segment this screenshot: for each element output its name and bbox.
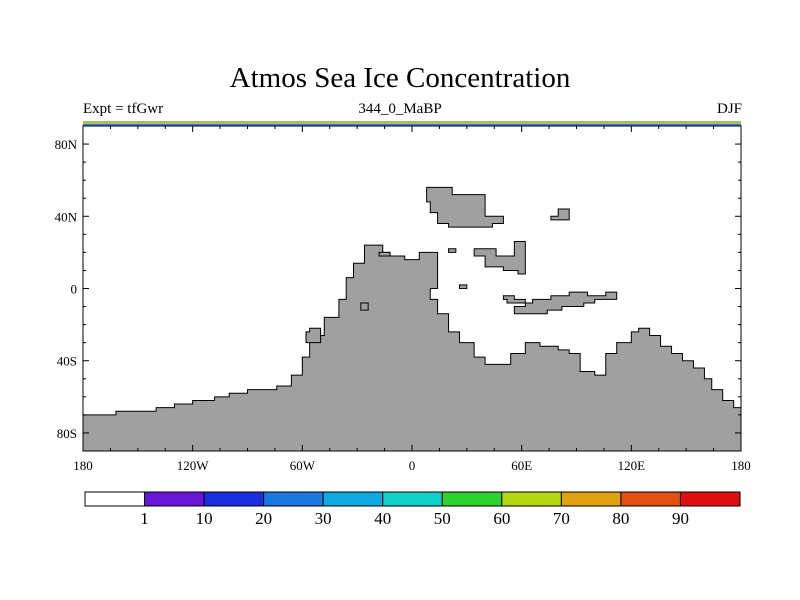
lon-tick-label: 60E <box>511 458 532 473</box>
colorbar-swatch-5 <box>382 491 443 507</box>
colorbar-swatch-1 <box>144 491 205 507</box>
lat-tick-label: 80N <box>55 137 78 152</box>
lon-tick-label: 180 <box>73 458 93 473</box>
colorbar-swatch-10 <box>679 491 741 507</box>
land-mass-8 <box>448 248 457 253</box>
land-layer <box>82 186 742 452</box>
colorbar-label: 10 <box>196 509 213 528</box>
lon-tick-label: 0 <box>409 458 416 473</box>
colorbar-label: 40 <box>374 509 391 528</box>
colorbar-swatch-7 <box>501 491 562 507</box>
plot-title: Atmos Sea Ice Concentration <box>229 62 571 94</box>
axis-ticks: 80N 40N 0 40S 80S 180 120W 60W 0 60E 120E 180 <box>55 126 751 473</box>
colorbar: 1 10 20 30 40 50 60 70 80 90 <box>84 491 741 528</box>
colorbar-swatch-4 <box>322 491 384 507</box>
lon-tick-label: 60W <box>290 458 316 473</box>
lat-tick-label: 40S <box>57 354 77 369</box>
colorbar-label: 70 <box>553 509 570 528</box>
colorbar-label: 80 <box>612 509 629 528</box>
colorbar-swatch-0 <box>84 491 146 507</box>
land-mass-1 <box>305 327 322 344</box>
colorbar-label: 50 <box>434 509 451 528</box>
lat-tick-label: 0 <box>71 282 78 297</box>
colorbar-label: 1 <box>140 509 149 528</box>
land-mass-0 <box>82 244 742 452</box>
top-edge-band-green <box>83 121 741 124</box>
colorbar-swatch-8 <box>560 491 622 507</box>
colorbar-label: 60 <box>493 509 510 528</box>
lat-tick-label: 80S <box>57 426 77 441</box>
land-mass-6 <box>550 208 570 221</box>
land-mass-4 <box>502 291 618 315</box>
period-label: 344_0_MaBP <box>358 101 442 117</box>
lon-tick-label: 180 <box>731 458 751 473</box>
lat-tick-label: 40N <box>55 209 78 224</box>
colorbar-label: 90 <box>672 509 689 528</box>
colorbar-label: 30 <box>315 509 332 528</box>
colorbar-swatch-6 <box>441 491 503 507</box>
land-mass-5 <box>360 302 369 311</box>
colorbar-swatch-9 <box>620 491 681 507</box>
season-label: DJF <box>716 101 742 117</box>
land-mass-2 <box>426 186 504 228</box>
land-mass-3 <box>473 241 526 275</box>
colorbar-label: 20 <box>255 509 272 528</box>
colorbar-swatch-3 <box>263 491 324 507</box>
colorbar-swatch-2 <box>203 491 265 507</box>
land-mass-9 <box>459 284 468 289</box>
land-mass-7 <box>378 251 391 257</box>
lon-tick-label: 120W <box>177 458 210 473</box>
experiment-label: Expt = tfGwr <box>83 101 164 117</box>
top-edge-band-blue <box>83 124 741 126</box>
lon-tick-label: 120E <box>618 458 646 473</box>
